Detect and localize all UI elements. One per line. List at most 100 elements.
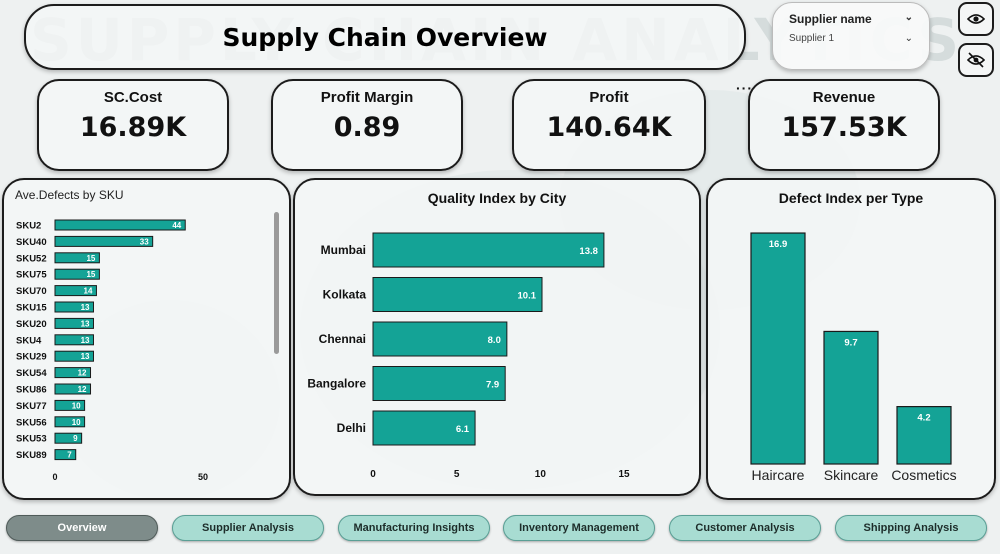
chart-title: Defect Index per Type <box>778 190 924 206</box>
chevron-down-icon: ⌄ <box>904 33 913 44</box>
kpi-label: Profit <box>589 89 629 106</box>
page-title: Supply Chain Overview <box>222 22 548 52</box>
bar <box>372 232 605 268</box>
category-label: SKU53 <box>16 434 47 445</box>
category-label: SKU77 <box>16 401 47 412</box>
kpi-value: 0.89 <box>333 112 401 143</box>
kpi-label: Revenue <box>812 89 876 106</box>
category-label: SKU86 <box>16 385 47 396</box>
tick-label: 50 <box>198 472 208 482</box>
data-label: 13 <box>81 336 90 345</box>
chart-panel-quality-by-city: Quality Index by City Mumbai 13.8 Kolkata 1… <box>293 178 701 496</box>
kpi-label: Profit Margin <box>320 89 414 106</box>
data-label: 13 <box>81 352 90 361</box>
bar <box>54 334 94 346</box>
supplier-slicer[interactable]: Supplier name ⌄ Supplier 1 ⌄ <box>772 2 930 70</box>
scrollbar[interactable] <box>274 212 279 354</box>
tick-label: 15 <box>618 469 630 480</box>
slicer-label: Supplier name <box>789 12 872 26</box>
bar <box>896 406 952 465</box>
category-label: SKU15 <box>16 303 47 314</box>
bar <box>372 366 506 401</box>
slicer-dropdown[interactable]: Supplier 1 ⌄ <box>789 33 913 44</box>
hide-button[interactable] <box>958 43 994 77</box>
category-label: Bangalore <box>307 377 366 391</box>
nav-supplier-analysis[interactable]: Supplier Analysis <box>172 515 324 541</box>
kpi-card-profit: Profit 140.64K <box>512 79 706 171</box>
more-options-icon[interactable]: ··· <box>736 80 753 96</box>
nav-inventory-management[interactable]: Inventory Management <box>503 515 655 541</box>
data-label: 16.9 <box>769 239 788 250</box>
bar <box>54 317 94 329</box>
kpi-value: 157.53K <box>781 112 907 143</box>
bar <box>54 235 154 247</box>
bar <box>54 268 100 280</box>
bar <box>54 285 97 297</box>
bar <box>54 350 94 362</box>
nav-overview[interactable]: Overview <box>6 515 158 541</box>
bar <box>54 432 83 444</box>
eye-icon <box>967 14 985 24</box>
nav-label: Shipping Analysis <box>863 522 959 534</box>
nav-shipping-analysis[interactable]: Shipping Analysis <box>835 515 987 541</box>
chart-panel-defects-by-sku: Ave.Defects by SKU SKU2 44 SKU40 33 SKU52 15 S… <box>2 178 291 500</box>
nav-label: Supplier Analysis <box>202 522 294 534</box>
slicer-value: Supplier 1 <box>789 33 835 44</box>
defect-by-type-chart: 16.9 Haircare 9.7 Skincare 4.2 Cosmetics <box>750 232 957 483</box>
tick-label: 0 <box>52 472 57 482</box>
kpi-label: SC.Cost <box>103 89 163 106</box>
slicer-header: Supplier name ⌄ <box>789 12 913 26</box>
data-label: 12 <box>78 369 87 378</box>
data-label: 12 <box>78 385 87 394</box>
bar <box>54 449 77 461</box>
bar <box>823 330 879 465</box>
nav-label: Inventory Management <box>519 522 639 534</box>
kpi-card-profit-margin: Profit Margin 0.89 <box>271 79 463 171</box>
chart-title: Ave.Defects by SKU <box>15 188 124 202</box>
category-label: SKU54 <box>16 368 47 379</box>
show-button[interactable] <box>958 2 994 36</box>
bar <box>54 367 92 379</box>
nav-customer-analysis[interactable]: Customer Analysis <box>669 515 821 541</box>
nav-label: Customer Analysis <box>695 522 795 534</box>
bar <box>372 410 476 446</box>
chart-title: Quality Index by City <box>427 190 567 206</box>
category-label: SKU20 <box>16 319 47 330</box>
category-label: SKU70 <box>16 286 47 297</box>
bar <box>54 399 86 411</box>
bar <box>54 383 92 395</box>
data-label: 44 <box>172 221 181 230</box>
nav-manufacturing-insights[interactable]: Manufacturing Insights <box>338 515 490 541</box>
quality-by-city-chart: Mumbai 13.8 Kolkata 10.1 Chennai 8.0 Bangalore… <box>307 232 630 480</box>
category-label: SKU2 <box>16 221 41 232</box>
category-label: SKU75 <box>16 270 47 281</box>
tick-label: 10 <box>535 469 547 480</box>
category-label: Cosmetics <box>891 467 956 483</box>
title-panel: Supply Chain Overview <box>24 4 746 70</box>
kpi-value: 16.89K <box>79 112 187 143</box>
data-label: 10 <box>72 401 81 410</box>
category-label: SKU40 <box>16 237 47 248</box>
category-label: SKU52 <box>16 253 47 264</box>
category-label: Mumbai <box>321 243 366 257</box>
kpi-value: 140.64K <box>546 112 672 143</box>
nav-label: Overview <box>57 522 107 534</box>
kpi-card-revenue: Revenue 157.53K <box>748 79 940 171</box>
category-label: Chennai <box>319 332 366 346</box>
category-label: Kolkata <box>323 288 367 302</box>
bar <box>54 416 86 428</box>
data-label: 13 <box>81 303 90 312</box>
tick-label: 5 <box>454 469 460 480</box>
bar <box>750 232 806 465</box>
category-label: Haircare <box>752 467 805 483</box>
chevron-down-icon[interactable]: ⌄ <box>904 12 913 23</box>
data-label: 8.0 <box>488 335 501 346</box>
kpi-card-sc-cost: SC.Cost 16.89K <box>37 79 229 171</box>
data-label: 9 <box>73 434 78 443</box>
category-label: Skincare <box>824 467 879 483</box>
bar <box>372 321 508 357</box>
data-label: 10.1 <box>518 291 537 302</box>
data-label: 10 <box>72 418 81 427</box>
data-label: 14 <box>84 287 93 296</box>
